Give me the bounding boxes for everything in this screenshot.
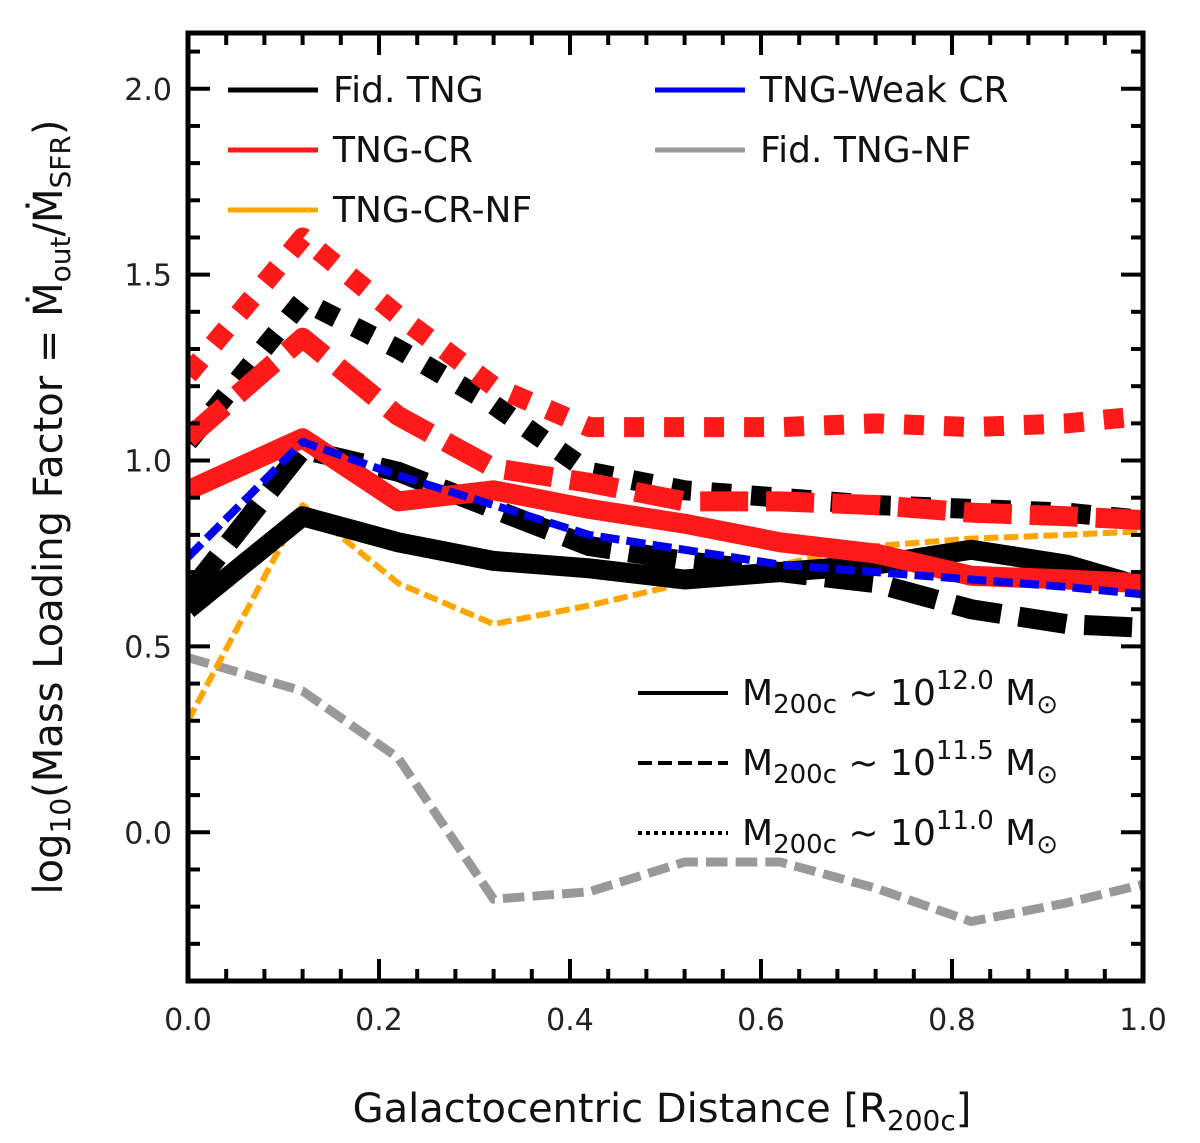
y-tick-label: 0.5 <box>124 630 172 665</box>
legend-label: TNG-Weak CR <box>759 70 1008 111</box>
series-layer <box>188 227 1143 926</box>
series-line-tng-cr-12-0 <box>188 428 1143 594</box>
legend-label: M200c ~ 1012.0 M⊙ <box>742 666 1058 720</box>
legend-label: M200c ~ 1011.0 M⊙ <box>742 806 1058 860</box>
legend-entry-tng-weak-cr: TNG-Weak CR <box>655 70 1008 111</box>
legend-entry-fid-tng: Fid. TNG <box>228 70 484 111</box>
series-line-tng-cr-11-0 <box>188 227 1143 438</box>
y-tick-label: 1.0 <box>124 445 172 480</box>
legend-label: Fid. TNG <box>333 70 484 111</box>
series-line-fid-tng-11-5 <box>188 439 1143 638</box>
legend-entry-mass-12-0: M200c ~ 1012.0 M⊙ <box>638 666 1058 720</box>
x-tick-label: 0.2 <box>355 1003 403 1038</box>
series-line-tng-cr-11-5 <box>188 327 1143 530</box>
legend-entry-fid-tng-nf: Fid. TNG-NF <box>655 130 971 171</box>
x-tick-label: 1.0 <box>1119 1003 1167 1038</box>
legend-label: Fid. TNG-NF <box>760 130 971 171</box>
y-axis-label: log10(Mass Loading Factor = Ṁout/ṀSFR) <box>24 120 77 895</box>
legend-entry-mass-11-5: M200c ~ 1011.5 M⊙ <box>638 736 1058 790</box>
legend-label: TNG-CR-NF <box>332 190 532 231</box>
x-tick-label: 0.0 <box>164 1003 212 1038</box>
series-line-fid-tng-11-0 <box>188 290 1143 530</box>
series-line-fid-tng-12-0 <box>188 506 1143 617</box>
plot-frame <box>185 30 1146 984</box>
legend-entry-mass-11-0: M200c ~ 1011.0 M⊙ <box>638 806 1058 860</box>
legend-label: TNG-CR <box>332 130 473 171</box>
y-tick-label: 2.0 <box>124 73 172 108</box>
x-tick-label: 0.4 <box>546 1003 594 1038</box>
tick-labels-layer: 0.0 0.2 0.4 0.6 0.8 1.0 0.0 0.5 1.0 1.5 2.0 <box>124 73 1167 1038</box>
y-tick-label: 1.5 <box>124 259 172 294</box>
x-tick-label: 0.6 <box>737 1003 785 1038</box>
x-tick-label: 0.8 <box>928 1003 976 1038</box>
legend-entry-tng-cr: TNG-CR <box>228 130 473 171</box>
legend-entry-tng-cr-nf: TNG-CR-NF <box>228 190 532 231</box>
x-axis-label: Galactocentric Distance [R200c] <box>353 1086 972 1137</box>
series-line-tng-weak-cr-11-5 <box>188 437 1143 599</box>
series-line-fid-tng-nf-11-5 <box>188 653 1143 926</box>
legend-label: M200c ~ 1011.5 M⊙ <box>742 736 1058 790</box>
y-tick-label: 0.0 <box>124 816 172 851</box>
legend-models: Fid. TNG TNG-Weak CR TNG-CR Fid. TNG-NF … <box>228 70 1008 231</box>
legend-masses: M200c ~ 1012.0 M⊙ M200c ~ 1011.5 M⊙ M200… <box>638 666 1058 860</box>
